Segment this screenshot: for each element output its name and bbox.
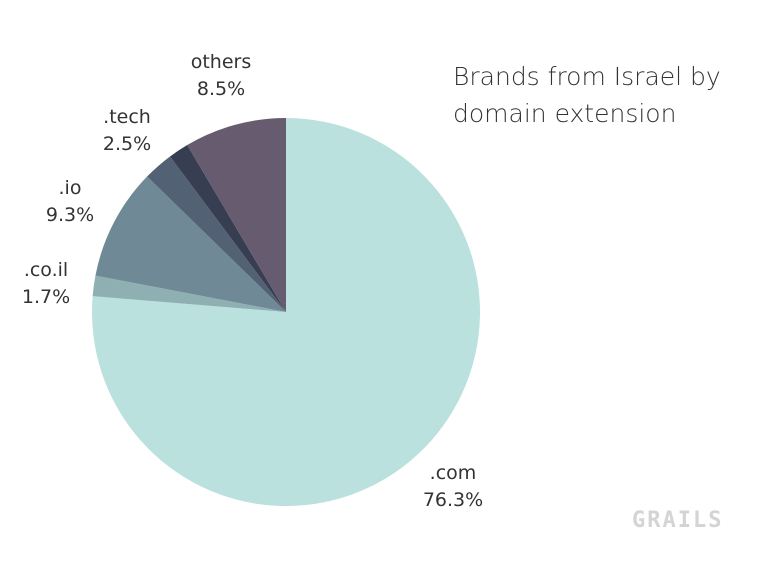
label-value: 8.5% — [196, 78, 246, 100]
pie-slice-unlabeled — [170, 145, 286, 312]
label-name: .tech — [103, 106, 151, 128]
chart-title: Brands from Israel by domain extension — [453, 58, 721, 132]
label-com: .com 76.3% — [423, 460, 483, 514]
label-name: others — [190, 51, 252, 73]
label-name: .io — [58, 177, 82, 199]
label-value: 1.7% — [21, 286, 71, 308]
label-coil: .co.il 1.7% — [22, 257, 70, 311]
label-value: 9.3% — [45, 204, 95, 226]
label-name: .co.il — [23, 259, 69, 281]
title-line-2: domain extension — [453, 99, 677, 128]
pie-slice-others — [187, 118, 286, 312]
grails-logo: GRAILS — [632, 508, 724, 533]
label-value: 76.3% — [422, 489, 484, 511]
pie-slice-coil — [92, 275, 286, 312]
label-others: others 8.5% — [191, 49, 252, 103]
label-name: .com — [429, 462, 477, 484]
pie-slice-tech — [147, 156, 286, 312]
label-value: 2.5% — [102, 133, 152, 155]
label-tech: .tech 2.5% — [103, 104, 151, 158]
title-line-1: Brands from Israel by — [453, 62, 721, 91]
pie-slice-io — [95, 176, 286, 312]
label-io: .io 9.3% — [46, 175, 94, 229]
